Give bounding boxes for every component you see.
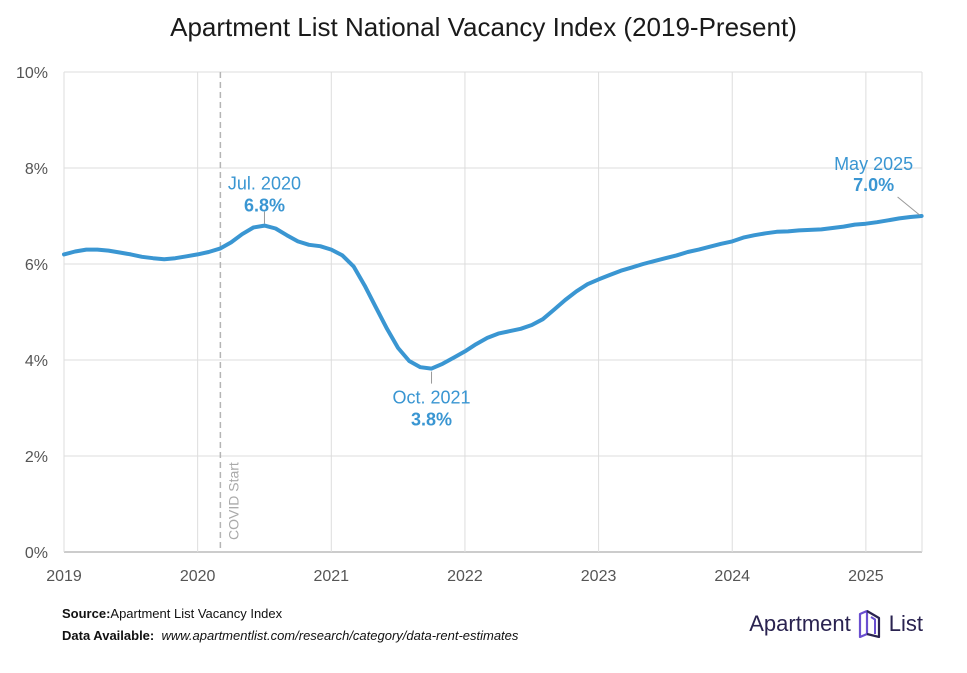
x-tick-label: 2021 (313, 568, 349, 585)
chart-title: Apartment List National Vacancy Index (2… (170, 12, 797, 42)
data-url: www.apartmentlist.com/research/category/… (161, 628, 519, 643)
x-tick-label: 2019 (46, 568, 82, 585)
annotation-leader (897, 196, 920, 216)
covid-start-label: COVID Start (225, 462, 241, 540)
data-available-note: Data Available: www.apartmentlist.com/re… (62, 628, 518, 643)
source-text: Apartment List Vacancy Index (110, 606, 283, 621)
x-tick-label: 2023 (581, 568, 617, 585)
y-tick-label: 0% (25, 545, 48, 562)
annotation-value: 7.0% (853, 175, 894, 195)
x-tick-label: 2022 (447, 568, 483, 585)
annotation-value: 3.8% (411, 410, 452, 430)
annotation-date: May 2025 (834, 154, 913, 174)
x-tick-label: 2020 (180, 568, 216, 585)
annotation-date: Oct. 2021 (392, 388, 470, 408)
logo-word-list: List (888, 611, 923, 636)
x-tick-label: 2025 (848, 568, 884, 585)
x-tick-label: 2024 (714, 568, 750, 585)
annotation-value: 6.8% (244, 196, 285, 216)
y-tick-label: 6% (25, 257, 48, 274)
y-tick-label: 10% (16, 65, 48, 82)
source-label: Source: (62, 606, 111, 621)
data-available-label: Data Available: (62, 628, 155, 643)
y-tick-label: 4% (25, 353, 48, 370)
y-tick-label: 8% (25, 161, 48, 178)
source-note: Source:Apartment List Vacancy Index (62, 606, 282, 621)
apartment-list-logo-icon (858, 610, 880, 638)
vacancy-series-line (62, 214, 924, 371)
apartment-list-logo: Apartment List (749, 610, 923, 638)
annotation-date: Jul. 2020 (228, 174, 301, 194)
y-tick-label: 2% (25, 449, 48, 466)
logo-word-apartment: Apartment (749, 611, 851, 636)
